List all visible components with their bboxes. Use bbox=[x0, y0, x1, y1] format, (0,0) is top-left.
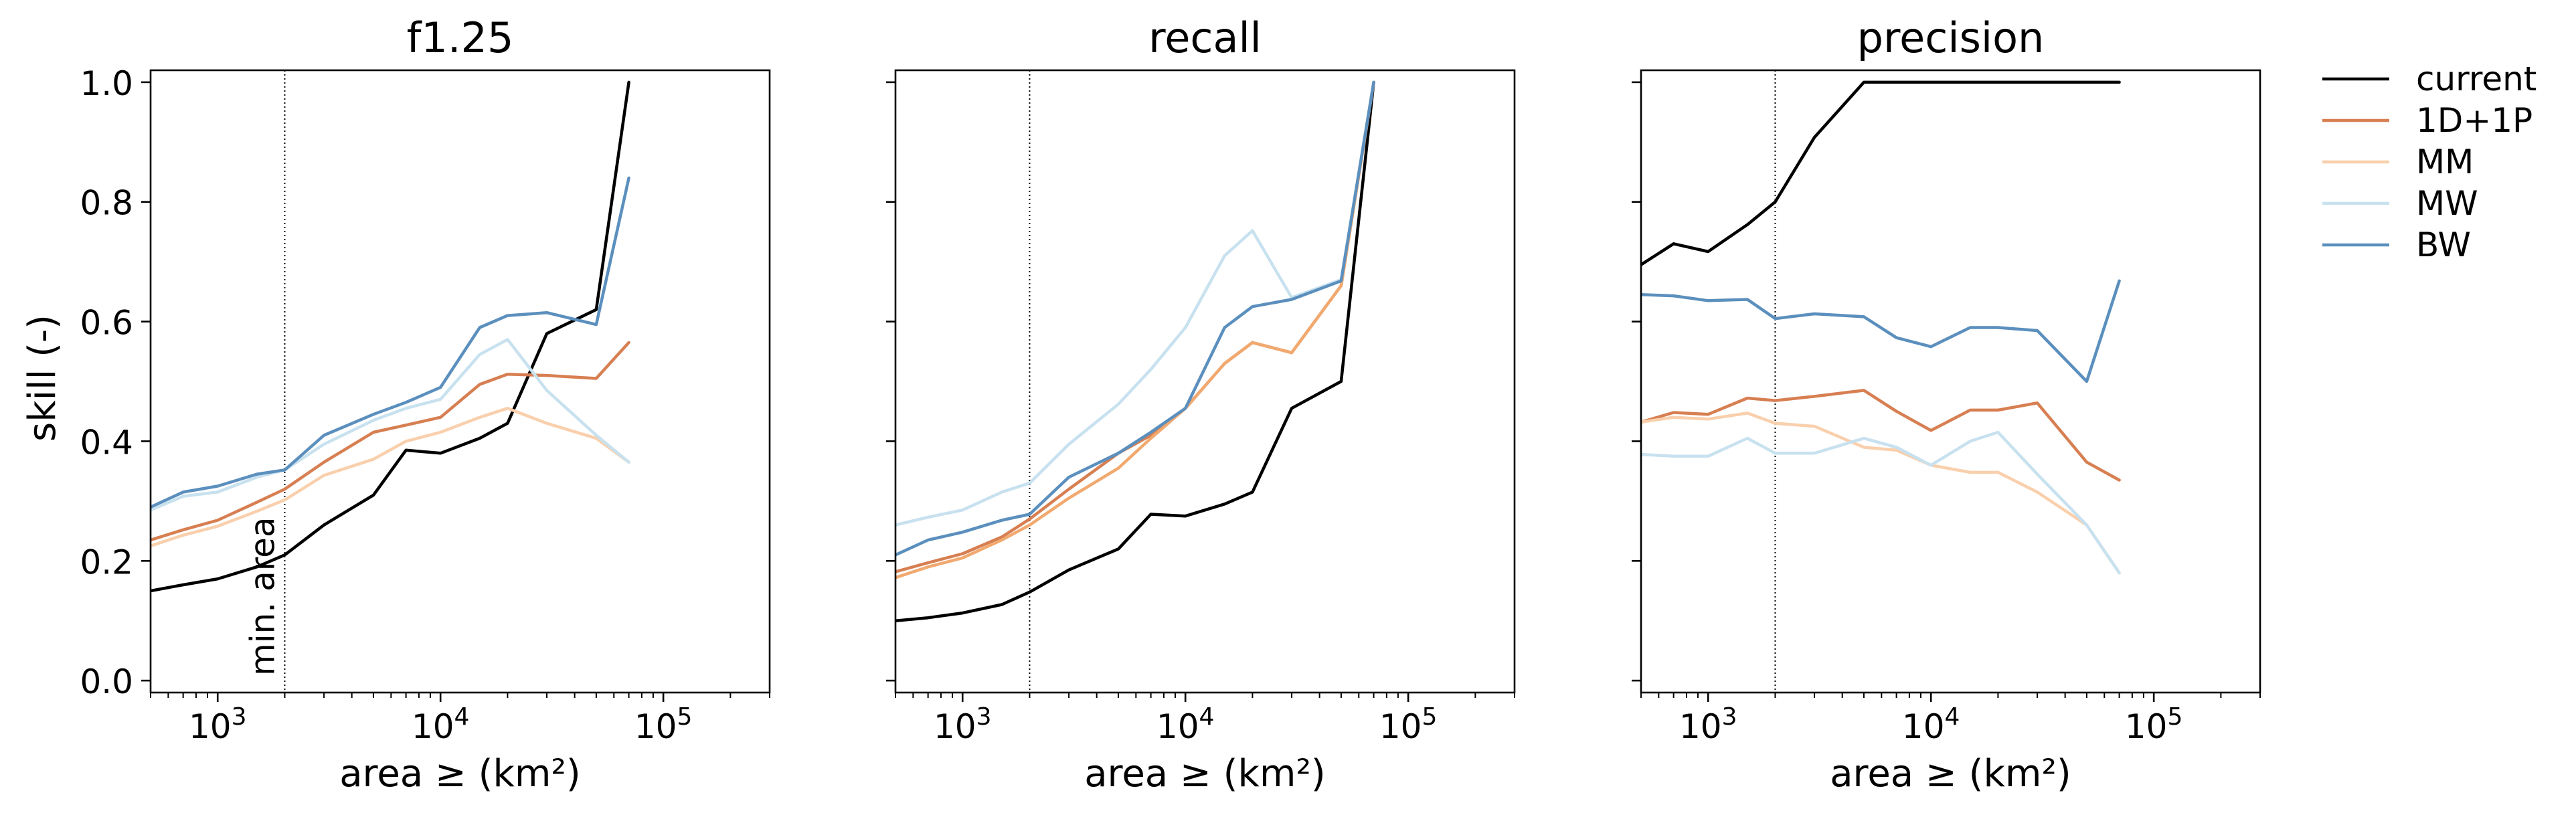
plot-frame bbox=[149, 69, 771, 694]
x-tick-label: 105 bbox=[2125, 703, 2183, 746]
x-tick-label: 104 bbox=[412, 703, 470, 746]
x-axis-label: area ≥ (km²) bbox=[1830, 752, 2071, 796]
series-line-mw bbox=[895, 80, 1375, 527]
y-tick-label: 0.4 bbox=[80, 423, 133, 462]
panel-precision: 103 104 105 area ≥ (km²) precision bbox=[1632, 13, 2261, 796]
panel-title: precision bbox=[1857, 13, 2045, 62]
legend-label: current bbox=[2416, 60, 2537, 98]
series-line-1d-1p bbox=[151, 341, 630, 542]
legend-label: BW bbox=[2416, 225, 2471, 264]
x-axis-label: area ≥ (km²) bbox=[1084, 752, 1326, 796]
min-area-label: min. area bbox=[243, 517, 282, 676]
x-tick-label: 103 bbox=[934, 703, 992, 746]
legend-label: MW bbox=[2416, 184, 2478, 223]
series-line-current bbox=[1641, 80, 2121, 266]
series-line-mw bbox=[1641, 430, 2121, 575]
series-line-current bbox=[151, 80, 630, 593]
x-axis-label: area ≥ (km²) bbox=[339, 752, 581, 796]
y-tick-label: 1.0 bbox=[80, 64, 133, 103]
x-tick-label: 103 bbox=[1679, 703, 1737, 746]
series-line-bw bbox=[895, 80, 1375, 557]
panels: 0.0 0.2 0.4 0.6 0.8 1.0 103 104 105 area ≥ (km²) f… bbox=[80, 13, 2261, 796]
series-group bbox=[895, 80, 1375, 622]
series-line-mm bbox=[895, 80, 1375, 579]
series-line-current bbox=[895, 80, 1375, 622]
panel-f1-25: 0.0 0.2 0.4 0.6 0.8 1.0 103 104 105 area ≥ (km²) f… bbox=[80, 13, 771, 796]
y-tick-label: 0.8 bbox=[80, 184, 133, 223]
y-tick-label: 0.0 bbox=[80, 662, 133, 701]
series-line-bw bbox=[1641, 279, 2121, 383]
y-tick-label: 0.2 bbox=[80, 543, 133, 581]
y-tick-label: 0.6 bbox=[80, 304, 133, 343]
legend-label: MM bbox=[2416, 143, 2474, 181]
x-tick-label: 105 bbox=[634, 703, 693, 746]
series-line-mm bbox=[1641, 412, 2121, 575]
panel-title: recall bbox=[1148, 13, 1262, 62]
series-line-mw bbox=[151, 338, 630, 512]
panel-recall: 103 104 105 area ≥ (km²) recall bbox=[886, 13, 1516, 796]
x-tick-label: 104 bbox=[1156, 703, 1215, 746]
series-line-mm bbox=[151, 406, 630, 548]
x-tick-label: 105 bbox=[1379, 703, 1438, 746]
series-line-1d-1p bbox=[1641, 389, 2121, 482]
series-line-bw bbox=[151, 176, 630, 509]
panel-title: f1.25 bbox=[407, 13, 514, 62]
series-group bbox=[1641, 80, 2121, 575]
series-group bbox=[151, 80, 630, 593]
y-axis-label: skill (-) bbox=[21, 314, 64, 442]
plot-frame bbox=[1640, 69, 2261, 694]
x-tick-label: 103 bbox=[189, 703, 247, 746]
x-tick-label: 104 bbox=[1902, 703, 1960, 746]
legend-label: 1D+1P bbox=[2416, 101, 2532, 140]
plot-frame bbox=[894, 69, 1516, 694]
